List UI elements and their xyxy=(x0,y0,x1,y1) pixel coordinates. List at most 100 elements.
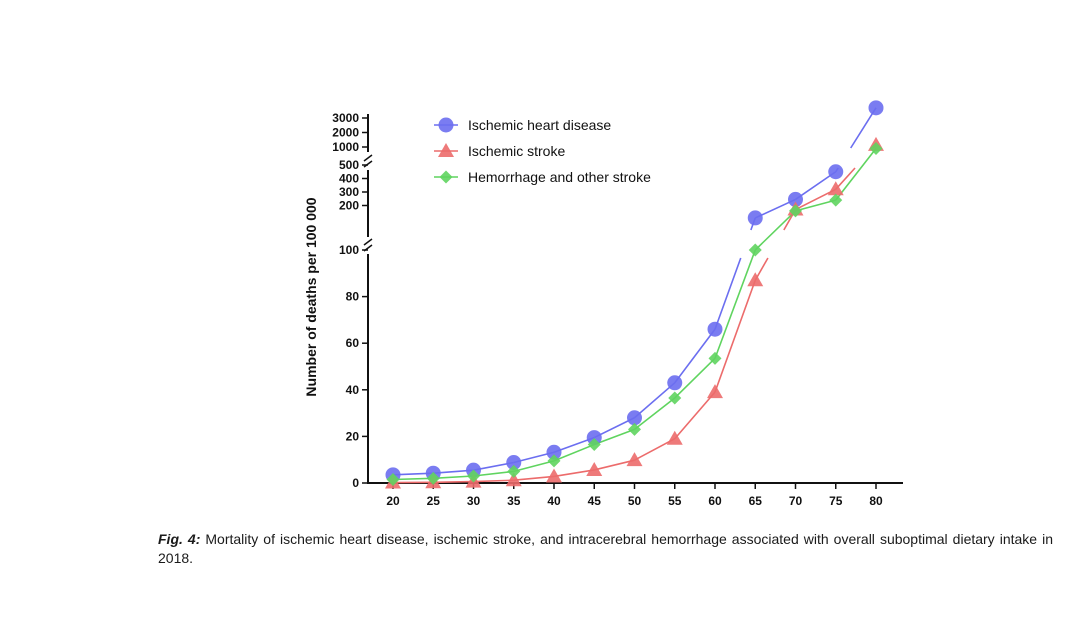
data-point-triangle xyxy=(707,384,723,399)
legend-label: Ischemic stroke xyxy=(468,143,565,159)
data-point-circle xyxy=(868,100,884,116)
series-line-segment xyxy=(754,210,797,251)
x-tick-label: 20 xyxy=(386,494,400,508)
y-tick-label: 200 xyxy=(339,199,359,213)
y-tick-label: 0 xyxy=(352,476,359,490)
data-point-diamond xyxy=(829,193,843,207)
y-tick-label: 80 xyxy=(346,290,360,304)
legend-label: Ischemic heart disease xyxy=(468,117,611,133)
chart-series-markers xyxy=(385,100,884,489)
data-point-circle xyxy=(667,375,683,391)
figure-caption: Fig. 4: Mortality of ischemic heart dise… xyxy=(158,530,1053,568)
series-line-segment xyxy=(835,167,856,190)
series-line-segment xyxy=(392,477,434,481)
x-tick-label: 70 xyxy=(789,494,803,508)
data-point-triangle xyxy=(626,452,643,467)
series-line-segment xyxy=(714,257,742,330)
y-tick-label: 400 xyxy=(339,172,359,186)
data-point-diamond xyxy=(748,243,762,257)
series-line-segment xyxy=(714,249,756,359)
series-line-segment xyxy=(473,470,514,477)
series-line-segment xyxy=(674,328,716,384)
series-line-segment xyxy=(553,443,595,462)
series-line-segment xyxy=(714,280,757,393)
data-point-triangle xyxy=(747,272,764,287)
data-point-circle xyxy=(586,430,602,446)
data-point-triangle xyxy=(666,430,683,445)
data-point-diamond xyxy=(426,471,440,485)
series-line-segment xyxy=(433,475,474,480)
data-point-diamond xyxy=(628,422,641,436)
data-point-circle xyxy=(627,410,642,426)
x-tick-label: 75 xyxy=(829,494,843,508)
data-point-diamond xyxy=(668,391,682,405)
data-point-circle xyxy=(546,444,562,460)
x-tick-label: 35 xyxy=(507,494,521,508)
data-point-diamond xyxy=(386,473,400,487)
series-line-segment xyxy=(634,438,676,461)
series-line-segment xyxy=(513,460,555,473)
y-tick-label: 40 xyxy=(346,383,360,397)
series-line-segment xyxy=(594,459,635,471)
series-line-segment xyxy=(795,199,836,212)
data-point-circle xyxy=(788,191,803,207)
x-tick-label: 80 xyxy=(869,494,883,508)
figure-caption-text: Mortality of ischemic heart disease, isc… xyxy=(158,531,1053,566)
series-line-segment xyxy=(795,188,837,211)
y-tick-label: 500 xyxy=(339,158,359,172)
legend-marker-circle xyxy=(438,117,454,133)
series-line-segment xyxy=(433,480,474,484)
data-point-diamond xyxy=(708,351,722,365)
x-tick-label: 45 xyxy=(588,494,602,508)
x-tick-label: 50 xyxy=(628,494,642,508)
figure-label: Fig. 4: xyxy=(158,531,201,547)
data-point-diamond xyxy=(467,469,480,483)
series-line-segment xyxy=(634,397,676,431)
legend-marker-triangle xyxy=(438,143,454,157)
series-line-segment xyxy=(553,469,595,478)
data-point-triangle xyxy=(586,461,603,476)
series-line-segment xyxy=(473,479,514,483)
y-tick-label: 20 xyxy=(346,429,360,443)
series-line-segment xyxy=(674,391,716,440)
data-point-circle xyxy=(707,321,723,337)
series-line-segment xyxy=(850,107,877,149)
series-line-segment xyxy=(835,147,877,201)
data-point-diamond xyxy=(547,454,561,468)
x-tick-label: 65 xyxy=(749,494,763,508)
legend-marker-diamond xyxy=(439,170,453,184)
data-point-diamond xyxy=(869,141,883,155)
x-tick-label: 60 xyxy=(708,494,722,508)
series-line-segment xyxy=(513,475,555,482)
y-tick-label: 2000 xyxy=(332,126,359,140)
data-point-diamond xyxy=(507,464,521,478)
y-axis-break-mark xyxy=(363,154,373,162)
x-tick-label: 30 xyxy=(467,494,481,508)
series-line-segment xyxy=(593,428,635,446)
series-line-segment xyxy=(795,171,837,201)
y-tick-label: 100 xyxy=(339,243,359,257)
y-tick-label: 3000 xyxy=(332,111,359,125)
data-point-triangle xyxy=(546,468,562,483)
data-point-diamond xyxy=(789,204,802,218)
y-tick-label: 300 xyxy=(339,185,359,199)
y-axis-break-mark xyxy=(363,160,373,168)
y-axis-title: Number of deaths per 100 000 xyxy=(303,197,319,396)
y-tick-label: 1000 xyxy=(332,140,359,154)
y-axis-break-mark xyxy=(363,238,373,246)
data-point-circle xyxy=(747,210,763,226)
series-line-segment xyxy=(633,382,676,419)
y-tick-label: 60 xyxy=(346,336,360,350)
chart-legend: Ischemic heart disease Ischemic stroke Hem… xyxy=(434,117,651,185)
x-tick-label: 40 xyxy=(547,494,561,508)
data-point-triangle xyxy=(505,472,522,487)
data-point-circle xyxy=(506,454,522,470)
series-line-segment xyxy=(674,357,716,399)
data-point-circle xyxy=(828,164,844,180)
data-point-triangle xyxy=(827,181,844,196)
x-tick-label: 55 xyxy=(668,494,682,508)
data-point-diamond xyxy=(587,438,601,452)
legend-label: Hemorrhage and other stroke xyxy=(468,169,651,185)
